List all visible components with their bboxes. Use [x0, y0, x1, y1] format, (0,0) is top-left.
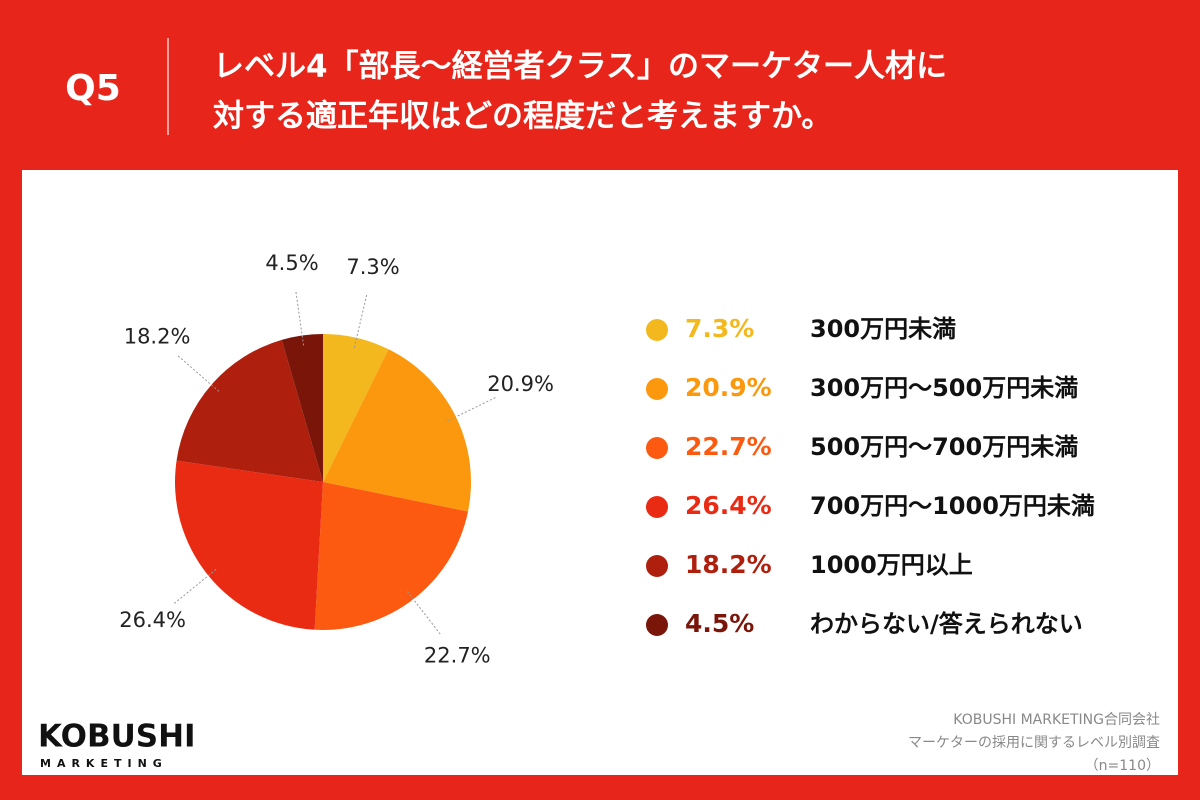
logo-sub: MARKETING: [40, 757, 168, 770]
leader-line: [406, 591, 442, 636]
leader-line: [446, 396, 497, 422]
legend-label: わからない/答えられない: [810, 610, 1083, 638]
leader-line: [177, 354, 220, 392]
legend-label: 500万円〜700万円未満: [810, 433, 1078, 461]
legend-dot: [646, 555, 668, 577]
legend-dot: [646, 437, 668, 459]
title-line: 対する適正年収はどの程度だと考えますか。: [213, 99, 832, 135]
leader-line: [353, 293, 368, 348]
slice-label: 18.2%: [124, 325, 191, 349]
legend-dot: [646, 496, 668, 518]
legend-value: 20.9%: [685, 373, 772, 402]
pie-slice: [314, 482, 469, 630]
title-line: レベル4「部長〜経営者クラス」のマーケター人材に: [213, 49, 947, 85]
legend-value: 7.3%: [685, 314, 754, 343]
footer-company: KOBUSHI MARKETING合同会社: [953, 712, 1160, 728]
legend-value: 22.7%: [685, 432, 772, 461]
pie-slice: [281, 334, 323, 482]
slice-label: 7.3%: [346, 255, 399, 279]
slice-label: 26.4%: [119, 608, 186, 632]
leader-line: [295, 290, 305, 346]
legend-value: 26.4%: [685, 491, 772, 520]
legend-value: 18.2%: [685, 550, 772, 579]
logo: KOBUSHI: [38, 719, 196, 755]
slice-label: 4.5%: [265, 251, 318, 275]
legend-dot: [646, 319, 668, 341]
legend-label: 700万円〜1000万円未満: [810, 492, 1095, 520]
legend-value: 4.5%: [685, 609, 754, 638]
legend-label: 300万円未満: [810, 315, 956, 343]
legend-label: 1000万円以上: [810, 551, 973, 579]
legend-label: 300万円〜500万円未満: [810, 374, 1078, 402]
question-number: Q5: [65, 68, 121, 109]
pie-slice: [175, 460, 323, 630]
slice-label: 22.7%: [424, 643, 491, 667]
leader-line: [173, 568, 217, 605]
pie-slice: [323, 349, 471, 512]
footer-sample: （n=110）: [1085, 758, 1160, 774]
slice-label: 20.9%: [487, 372, 554, 396]
footer-survey: マーケターの採用に関するレベル別調査: [908, 735, 1160, 751]
pie-slice: [176, 339, 323, 482]
legend-dot: [646, 614, 668, 636]
legend-dot: [646, 378, 668, 400]
pie-slice: [323, 334, 389, 482]
